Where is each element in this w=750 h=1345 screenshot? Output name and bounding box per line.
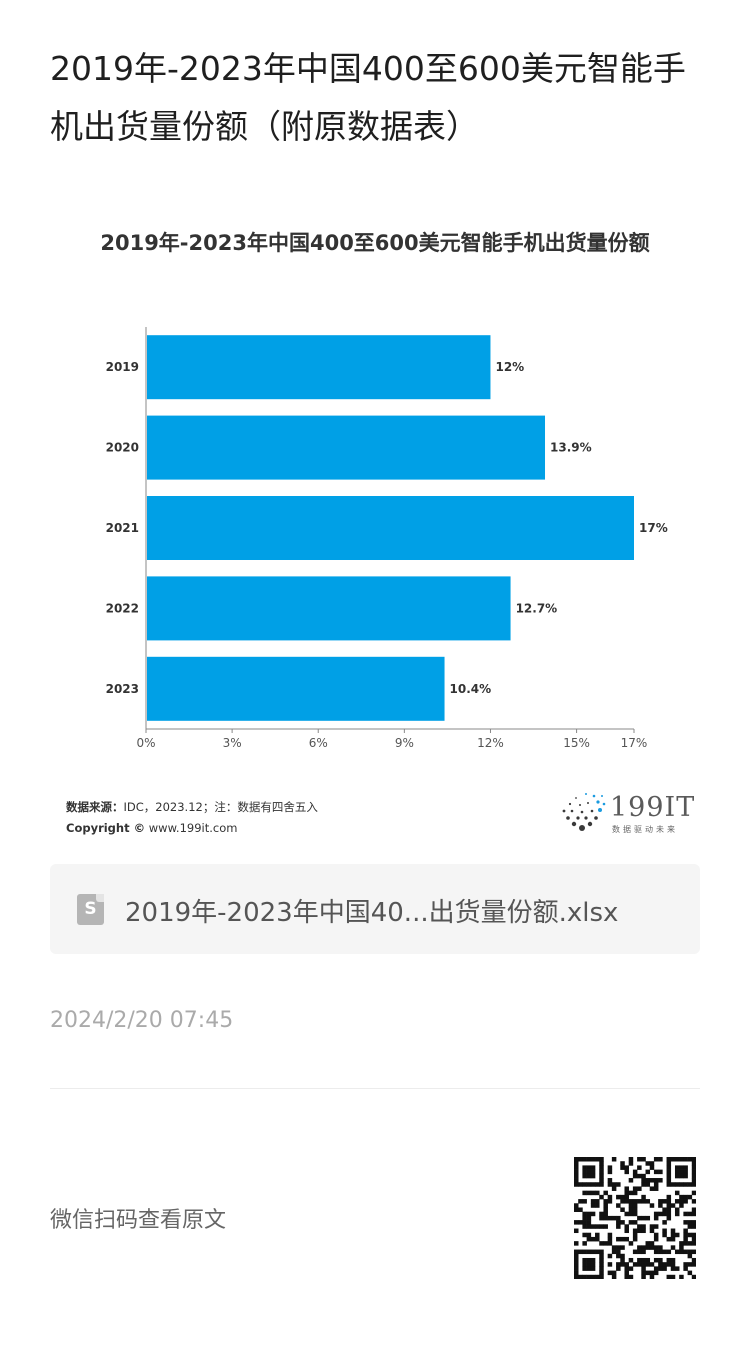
copyright-text: www.199it.com	[148, 821, 238, 835]
category-label: 2020	[106, 441, 139, 455]
file-icon-letter: S	[84, 899, 97, 919]
chart-image: 2019年-2023年中国400至600美元智能手机出货量份额 2019 12% 2…	[50, 205, 700, 845]
source-text: IDC，2023.12；注：数据有四舍五入	[123, 800, 318, 814]
x-tick-label: 15%	[563, 736, 590, 750]
x-tick-label: 6%	[309, 736, 328, 750]
category-label: 2019	[106, 360, 139, 374]
logo-text: 199IT	[610, 792, 696, 823]
x-tick-label: 0%	[136, 736, 155, 750]
attachment-file[interactable]: S 2019年-2023年中国40...出货量份额.xlsx	[50, 864, 700, 954]
category-label: 2023	[106, 682, 139, 696]
page-title: 2019年-2023年中国400至600美元智能手机出货量份额（附原数据表）	[50, 49, 686, 146]
source-note: 数据来源：IDC，2023.12；注：数据有四舍五入 Copyright © w…	[66, 797, 318, 839]
chart-title: 2019年-2023年中国400至600美元智能手机出货量份额	[100, 231, 650, 255]
source-label: 数据来源：	[66, 800, 124, 814]
publish-timestamp: 2024/2/20 07:45	[50, 1008, 234, 1033]
bar-2023	[147, 656, 445, 721]
199it-logo: 199IT 数据驱动未来	[560, 790, 700, 840]
logo-dots-icon	[562, 793, 606, 831]
value-label: 13.9%	[550, 441, 592, 455]
x-tick-label: 12%	[477, 736, 504, 750]
qr-label: 微信扫码查看原文	[50, 1208, 227, 1233]
bar-2020	[147, 415, 546, 480]
x-tick-label: 17%	[621, 736, 648, 750]
bar-2022	[147, 576, 511, 641]
copyright-label: Copyright ©	[66, 821, 146, 835]
value-label: 12.7%	[516, 601, 558, 615]
spreadsheet-file-icon: S	[77, 894, 104, 925]
logo-subtitle: 数据驱动未来	[612, 825, 678, 834]
value-label: 10.4%	[450, 682, 492, 696]
category-label: 2021	[106, 521, 139, 535]
qr-code-icon[interactable]	[574, 1157, 696, 1279]
bar-2021	[147, 496, 634, 560]
bar-2019	[147, 335, 491, 400]
x-tick-label: 3%	[223, 736, 242, 750]
category-label: 2022	[106, 601, 139, 615]
file-name[interactable]: 2019年-2023年中国40...出货量份额.xlsx	[125, 898, 619, 928]
bar-chart: 2019 12% 2020 13.9% 2021 17% 2022 12.7% 2023 10.4…	[106, 327, 668, 750]
x-tick-label: 9%	[395, 736, 414, 750]
value-label: 17%	[639, 521, 668, 535]
value-label: 12%	[495, 360, 524, 374]
divider	[50, 1088, 700, 1089]
